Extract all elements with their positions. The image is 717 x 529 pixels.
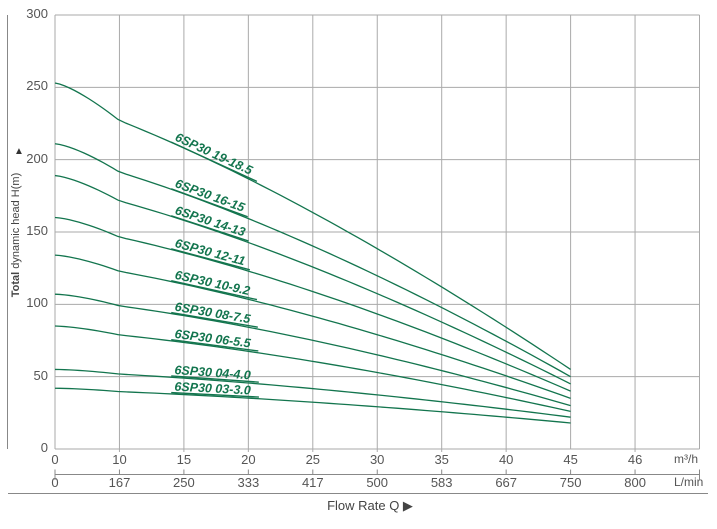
svg-text:6SP30 06-5.5: 6SP30 06-5.5 — [174, 327, 253, 351]
svg-text:6SP30 19-18.5: 6SP30 19-18.5 — [173, 130, 256, 178]
svg-text:6SP30 12-11: 6SP30 12-11 — [173, 236, 246, 268]
svg-text:6SP30 08-7.5: 6SP30 08-7.5 — [174, 300, 253, 327]
svg-text:6SP30 10-9.2: 6SP30 10-9.2 — [174, 268, 252, 298]
